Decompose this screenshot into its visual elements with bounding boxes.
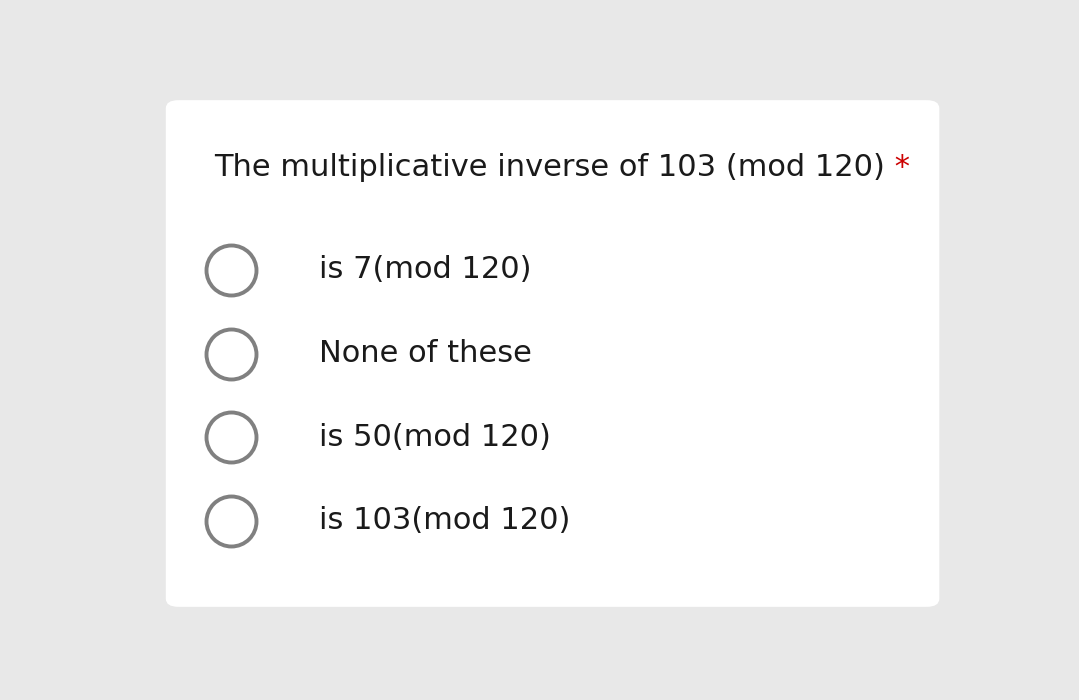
Text: is 50(mod 120): is 50(mod 120) xyxy=(319,423,550,452)
Text: The multiplicative inverse of 103 (mod 120): The multiplicative inverse of 103 (mod 1… xyxy=(215,153,885,182)
Text: is 103(mod 120): is 103(mod 120) xyxy=(319,506,570,535)
Text: None of these: None of these xyxy=(319,339,532,368)
FancyBboxPatch shape xyxy=(166,100,940,607)
Text: is 7(mod 120): is 7(mod 120) xyxy=(319,256,531,284)
Text: *: * xyxy=(885,153,911,182)
